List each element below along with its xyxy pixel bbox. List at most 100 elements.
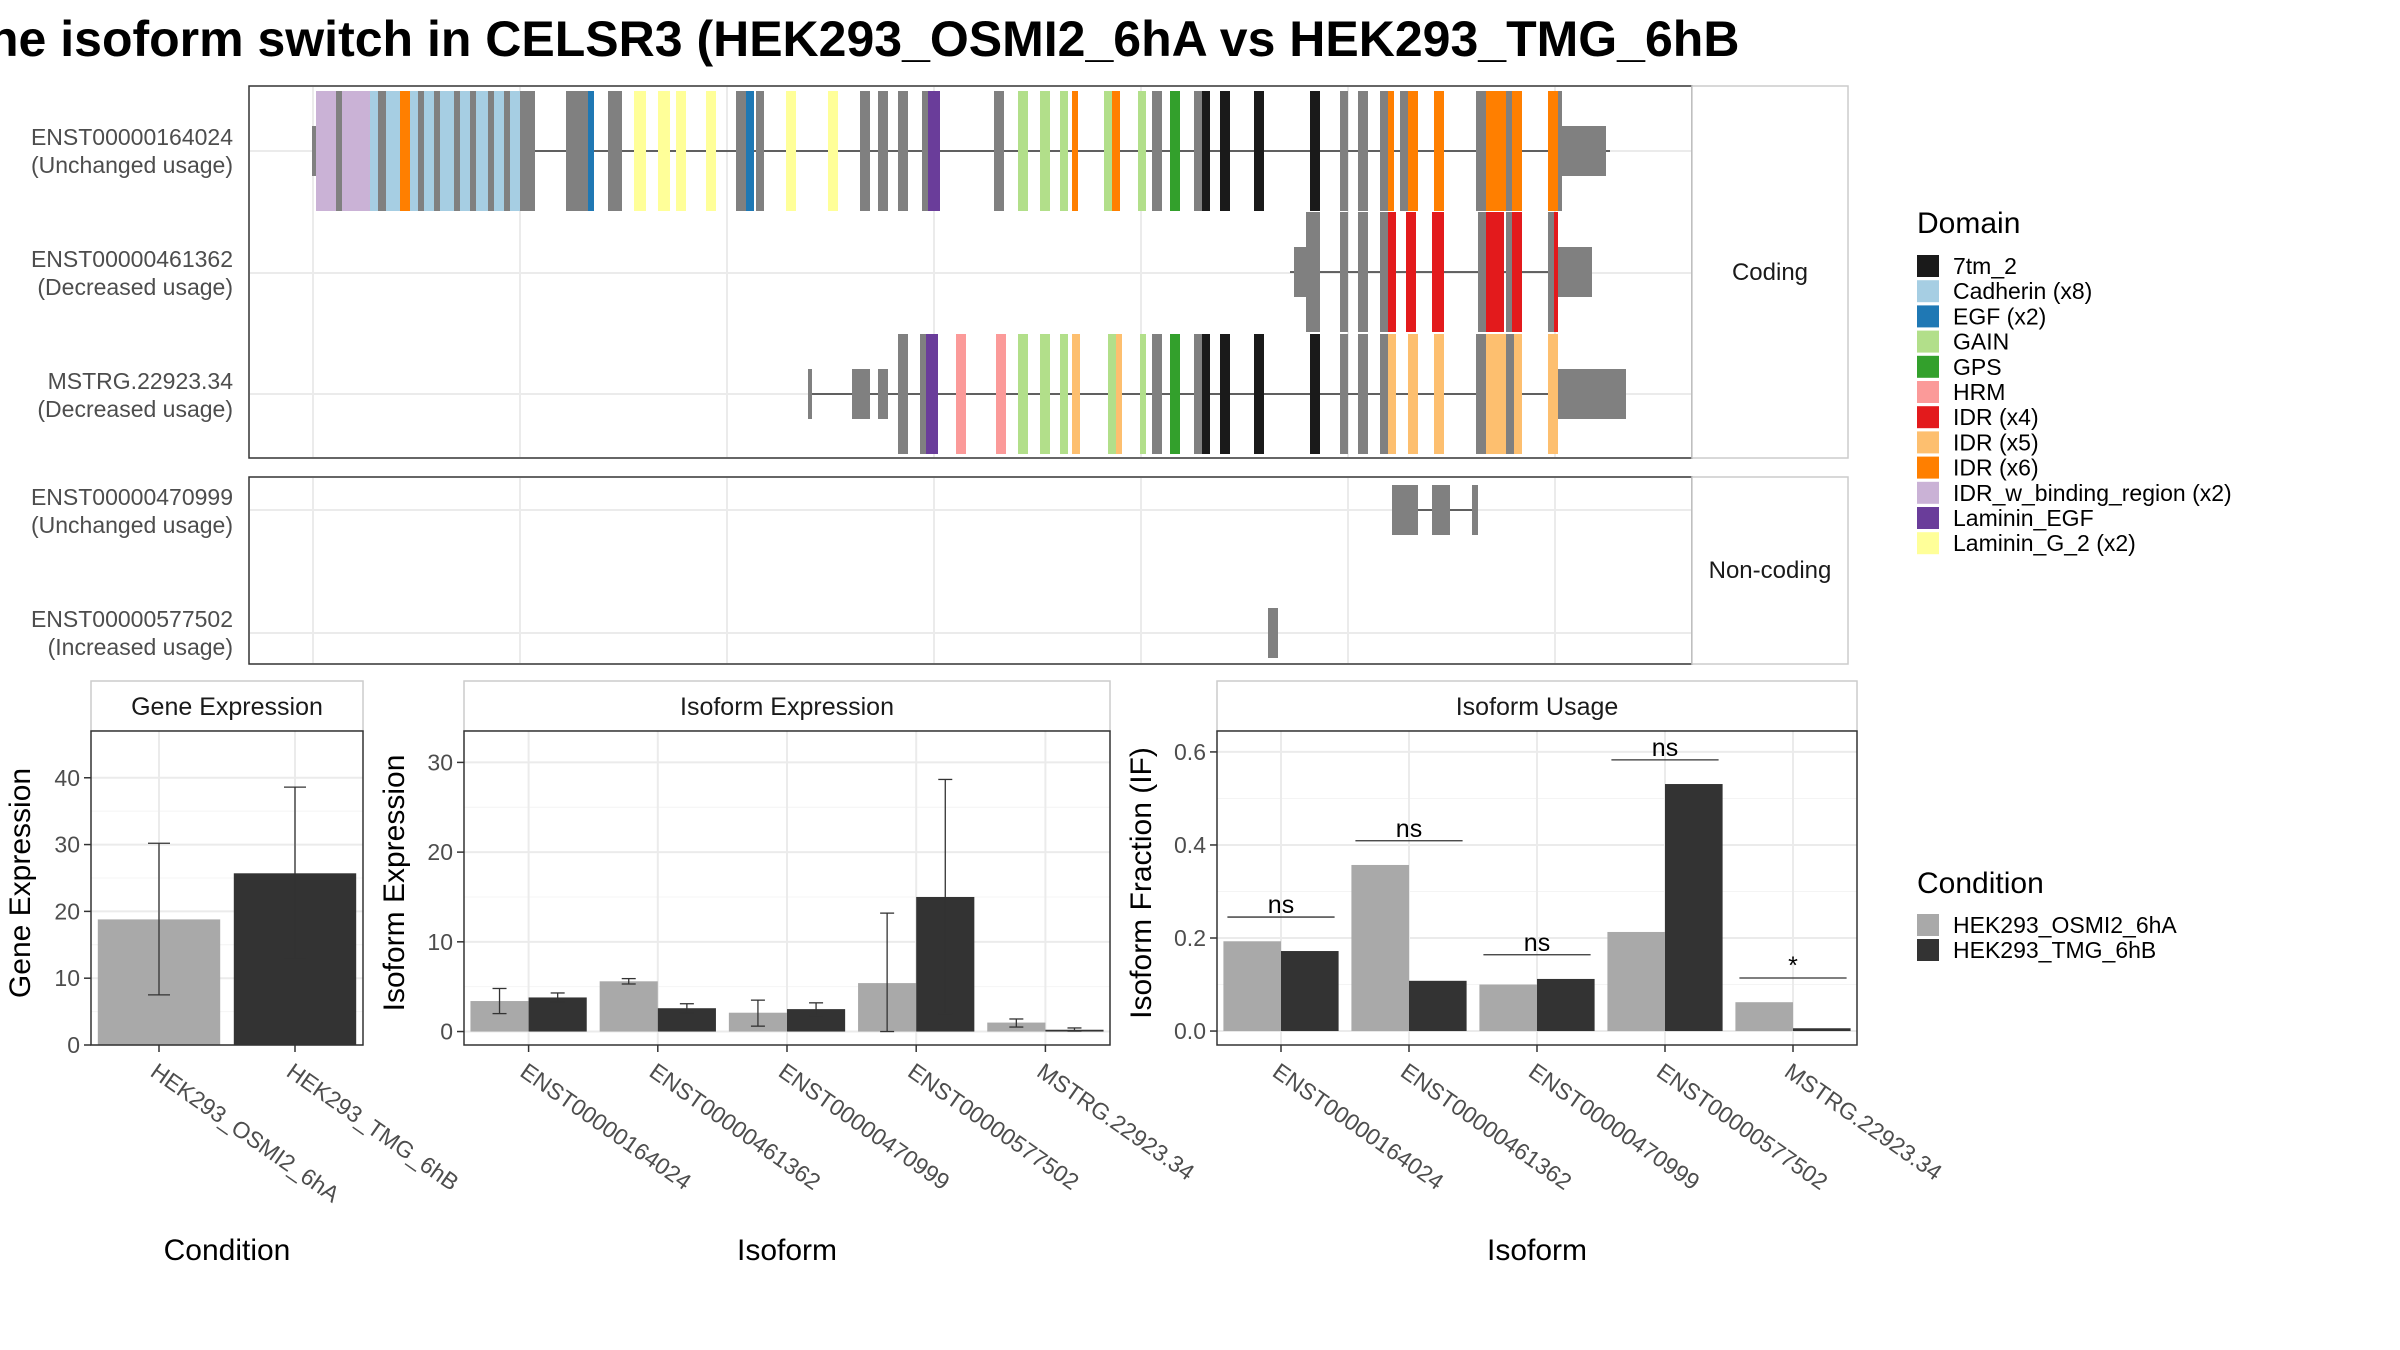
domain-legend-swatch xyxy=(1917,305,1939,328)
exon-block xyxy=(1220,91,1230,211)
bar xyxy=(528,997,587,1032)
exon-block xyxy=(1152,91,1162,211)
exon-block xyxy=(1388,334,1396,454)
exon-block xyxy=(898,334,908,454)
exon-block xyxy=(1358,91,1368,211)
isoform-expression-panel: Isoform Expression Isoform Expression Is… xyxy=(378,680,1199,1267)
domain-legend-label: HRM xyxy=(1953,379,2005,405)
exon-block xyxy=(1408,91,1418,211)
exon-block xyxy=(336,91,342,211)
coding-isoform-labels: ENST00000164024 (Unchanged usage) ENST00… xyxy=(31,124,233,422)
exon-block xyxy=(566,91,588,211)
exon-block xyxy=(658,91,670,211)
significance-label: ns xyxy=(1652,734,1678,762)
isoform-usage-y-axis-label: Isoform Fraction (IF) xyxy=(1125,747,1158,1019)
y-tick-label: 0.2 xyxy=(1174,925,1206,951)
domain-legend-swatch xyxy=(1917,507,1939,529)
bar xyxy=(1409,980,1467,1032)
exon-block xyxy=(808,369,812,419)
exon-block xyxy=(1486,91,1506,211)
exon-block xyxy=(1194,91,1202,211)
noncoding-isoform-labels: ENST00000470999 (Unchanged usage) ENST00… xyxy=(31,484,233,660)
domain-legend-swatch xyxy=(1917,406,1939,429)
exon-block xyxy=(1562,126,1606,176)
isoform-label-id: ENST00000164024 xyxy=(31,124,233,150)
y-tick-label: 0.4 xyxy=(1174,832,1206,858)
exon-block xyxy=(1506,91,1512,211)
exon-block xyxy=(1432,212,1444,332)
exon-block xyxy=(1340,212,1348,332)
domain-legend-label: Cadherin (x8) xyxy=(1953,278,2092,304)
domain-legend-label: GPS xyxy=(1953,354,2002,380)
bar xyxy=(1479,984,1537,1032)
exon-block xyxy=(1254,334,1264,454)
exon-block xyxy=(1060,334,1068,454)
exon-block xyxy=(786,91,796,211)
y-tick-label: 10 xyxy=(54,965,80,991)
isoform-expression-strip xyxy=(463,680,1111,732)
exon-block xyxy=(1202,334,1210,454)
domain-legend-swatch xyxy=(1917,381,1939,403)
isoform-label-usage: (Decreased usage) xyxy=(37,396,233,422)
exon-block xyxy=(1380,334,1388,454)
exon-block xyxy=(424,91,434,211)
exon-block xyxy=(504,91,510,211)
exon-block xyxy=(1388,212,1396,332)
isoform-label-id: ENST00000577502 xyxy=(31,606,233,632)
condition-legend-swatch xyxy=(1917,914,1939,936)
exon-block xyxy=(756,91,764,211)
exon-block xyxy=(1358,212,1368,332)
domain-legend-title: Domain xyxy=(1917,207,2020,240)
exon-block xyxy=(994,91,1004,211)
exon-block xyxy=(608,91,622,211)
isoform-label-usage: (Increased usage) xyxy=(48,634,233,660)
figure-title: he isoform switch in CELSR3 (HEK293_OSMI… xyxy=(0,11,1739,67)
exon-block xyxy=(1486,334,1506,454)
significance-label: * xyxy=(1788,952,1798,980)
domain-legend-swatch xyxy=(1917,355,1939,378)
exon-block xyxy=(1018,91,1028,211)
exon-block xyxy=(1548,91,1558,211)
exon-block xyxy=(1220,334,1230,454)
exon-block xyxy=(494,91,504,211)
exon-block xyxy=(488,91,494,211)
exon-block xyxy=(1306,212,1320,332)
exon-block xyxy=(878,369,888,419)
exon-block xyxy=(1170,334,1180,454)
exon-block xyxy=(342,91,370,211)
bar xyxy=(1665,784,1723,1032)
condition-legend-label: HEK293_OSMI2_6hA xyxy=(1953,912,2177,938)
isoform-label-id: ENST00000470999 xyxy=(31,484,233,510)
exon-block xyxy=(1072,334,1080,454)
exon-block xyxy=(1434,91,1444,211)
exon-block xyxy=(1254,91,1264,211)
exon-block xyxy=(1506,334,1514,454)
bar xyxy=(1607,931,1665,1032)
exon-block xyxy=(1018,334,1028,454)
isoform-label-id: ENST00000461362 xyxy=(31,246,233,272)
exon-block xyxy=(1486,212,1504,332)
exon-block xyxy=(1408,334,1418,454)
noncoding-strip-label: Non-coding xyxy=(1709,557,1832,584)
exon-block xyxy=(1548,212,1554,332)
bar xyxy=(1281,951,1339,1032)
exon-block xyxy=(1478,212,1486,332)
exon-block xyxy=(1152,334,1162,454)
bar xyxy=(1537,978,1595,1032)
isoform-expression-y-axis-label: Isoform Expression xyxy=(378,755,411,1012)
exon-block xyxy=(1294,247,1306,297)
exon-block xyxy=(1388,91,1394,211)
significance-label: ns xyxy=(1396,815,1422,843)
exon-block xyxy=(1554,212,1558,332)
exon-block xyxy=(1558,91,1562,211)
plot-frame xyxy=(90,730,364,1046)
exon-block xyxy=(440,91,454,211)
exon-block xyxy=(1558,369,1626,419)
bar xyxy=(1793,1028,1851,1032)
exon-block xyxy=(996,334,1006,454)
exon-block xyxy=(926,334,938,454)
exon-block xyxy=(1112,91,1120,211)
exon-block xyxy=(1170,91,1180,211)
isoform-usage-x-axis-label: Isoform xyxy=(1487,1234,1587,1267)
